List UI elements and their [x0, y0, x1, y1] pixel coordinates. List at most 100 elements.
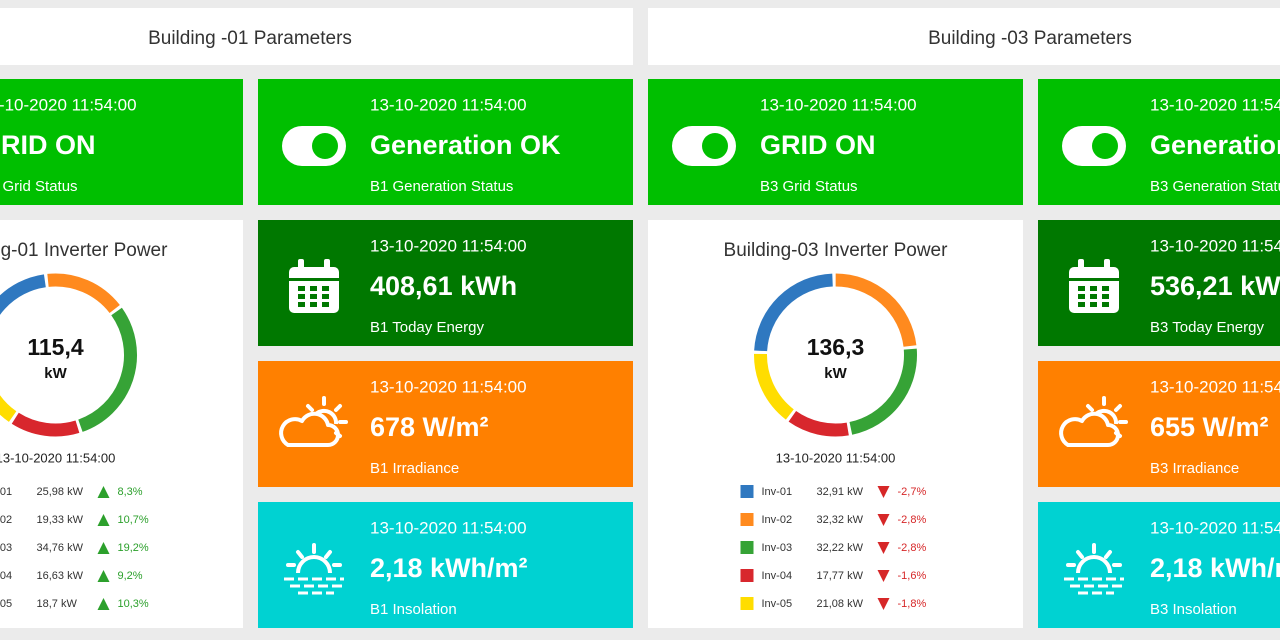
card-timestamp: 13-10-2020 11:54:00	[1150, 95, 1280, 114]
legend-value: 19,33 kW	[37, 514, 84, 526]
sun-ray	[1114, 431, 1122, 438]
panel-title: Building -01 Parameters	[148, 28, 352, 49]
sun-ray	[1086, 404, 1094, 412]
legend-name: Inv-04	[0, 570, 12, 582]
calendar-band	[289, 278, 339, 281]
donut-title: Building-03 Inverter Power	[724, 240, 949, 261]
sun-ray	[296, 550, 304, 559]
calendar-day	[310, 302, 317, 307]
legend-name: Inv-03	[762, 542, 793, 554]
card-value: GRID ON	[760, 130, 876, 160]
status-card	[258, 502, 633, 628]
toggle-knob	[702, 133, 728, 159]
legend-change: 10,3%	[118, 598, 149, 610]
trend-arrow	[97, 486, 110, 498]
card-value: 655 W/m²	[1150, 412, 1269, 442]
card-timestamp: 13-10-2020 11:54:00	[0, 95, 137, 114]
calendar-day	[1078, 286, 1085, 291]
card-label: B3 Grid Status	[760, 178, 858, 195]
legend-name: Inv-04	[762, 570, 793, 582]
card-label: B1 Today Energy	[370, 319, 484, 336]
legend-change: -2,7%	[898, 486, 927, 498]
legend-name: Inv-01	[762, 486, 793, 498]
card-value: 2,18 kWh/m²	[370, 553, 528, 583]
sun-arc	[314, 408, 339, 425]
legend-value: 25,98 kW	[37, 486, 84, 498]
donut-segment	[849, 348, 917, 435]
calendar-band	[1069, 278, 1119, 281]
card-timestamp: 13-10-2020 11:54:00	[370, 236, 527, 255]
card-timestamp: 13-10-2020 11:54:00	[760, 95, 917, 114]
calendar-day	[1102, 286, 1109, 291]
legend-name: Inv-05	[762, 598, 793, 610]
toggle-knob	[312, 133, 338, 159]
card-label: B1 Insolation	[370, 601, 457, 618]
legend-value: 16,63 kW	[37, 570, 84, 582]
calendar-day	[298, 286, 305, 291]
sunrise-icon	[1076, 555, 1112, 574]
card-timestamp: 13-10-2020 11:54:00	[370, 95, 527, 114]
calendar-day	[310, 286, 317, 291]
donut-segment	[11, 412, 80, 437]
legend-value: 32,22 kW	[817, 542, 864, 554]
calendar-day	[322, 294, 329, 299]
legend-change: -1,6%	[898, 570, 927, 582]
card-label: B1 Irradiance	[370, 460, 459, 477]
calendar-tab	[298, 259, 304, 271]
status-card	[0, 79, 243, 205]
legend-swatch	[740, 569, 754, 582]
calendar-day	[1090, 286, 1097, 291]
trend-arrow	[97, 598, 110, 610]
donut-segment	[754, 273, 833, 352]
sun-ray	[1076, 550, 1084, 559]
calendar-day	[322, 286, 329, 291]
card-value: Generation OK	[370, 130, 561, 160]
legend-value: 21,08 kW	[817, 598, 864, 610]
card-label: B3 Generation Status	[1150, 178, 1280, 195]
card-value: Generation OK	[1150, 130, 1280, 160]
card-label: B1 Generation Status	[370, 178, 513, 195]
card-timestamp: 13-10-2020 11:54:00	[370, 518, 527, 537]
card-label: B1 Grid Status	[0, 178, 78, 195]
trend-arrow	[97, 570, 110, 582]
legend-name: Inv-01	[0, 486, 12, 498]
sun-ray	[1114, 404, 1122, 412]
card-value: 678 W/m²	[370, 412, 489, 442]
card-value: 408,61 kWh	[370, 271, 517, 301]
panel-header	[0, 8, 633, 65]
legend-swatch	[740, 513, 754, 526]
panel-header	[648, 8, 1280, 65]
calendar-day	[310, 294, 317, 299]
donut-segment	[78, 307, 137, 432]
legend-value: 34,76 kW	[37, 542, 84, 554]
sun-ray	[306, 404, 314, 412]
donut-unit: kW	[824, 365, 847, 382]
sun-ray	[324, 550, 332, 559]
calendar-day	[1078, 302, 1085, 307]
calendar-tab	[1078, 259, 1084, 271]
card-label: B3 Today Energy	[1150, 319, 1264, 336]
calendar-day	[1090, 302, 1097, 307]
trend-arrow	[877, 542, 890, 554]
legend-change: 19,2%	[118, 542, 149, 554]
card-timestamp: 13-10-2020 11:54:00	[1150, 518, 1280, 537]
legend-value: 17,77 kW	[817, 570, 864, 582]
legend-change: -2,8%	[898, 514, 927, 526]
legend-change: 10,7%	[118, 514, 149, 526]
card-timestamp: 13-10-2020 11:54:00	[1150, 236, 1280, 255]
card-label: B3 Insolation	[1150, 601, 1237, 618]
donut-total: 115,4	[27, 334, 83, 360]
donut-total: 136,3	[807, 334, 865, 360]
trend-arrow	[877, 486, 890, 498]
donut-timestamp: 13-10-2020 11:54:00	[0, 450, 115, 465]
donut-timestamp: 13-10-2020 11:54:00	[776, 450, 896, 465]
legend-name: Inv-02	[762, 514, 793, 526]
calendar-day	[1102, 302, 1109, 307]
calendar-day	[322, 302, 329, 307]
legend-name: Inv-05	[0, 598, 12, 610]
donut-segment	[0, 395, 17, 422]
calendar-day	[298, 294, 305, 299]
calendar-day	[1078, 294, 1085, 299]
calendar-day	[1090, 294, 1097, 299]
